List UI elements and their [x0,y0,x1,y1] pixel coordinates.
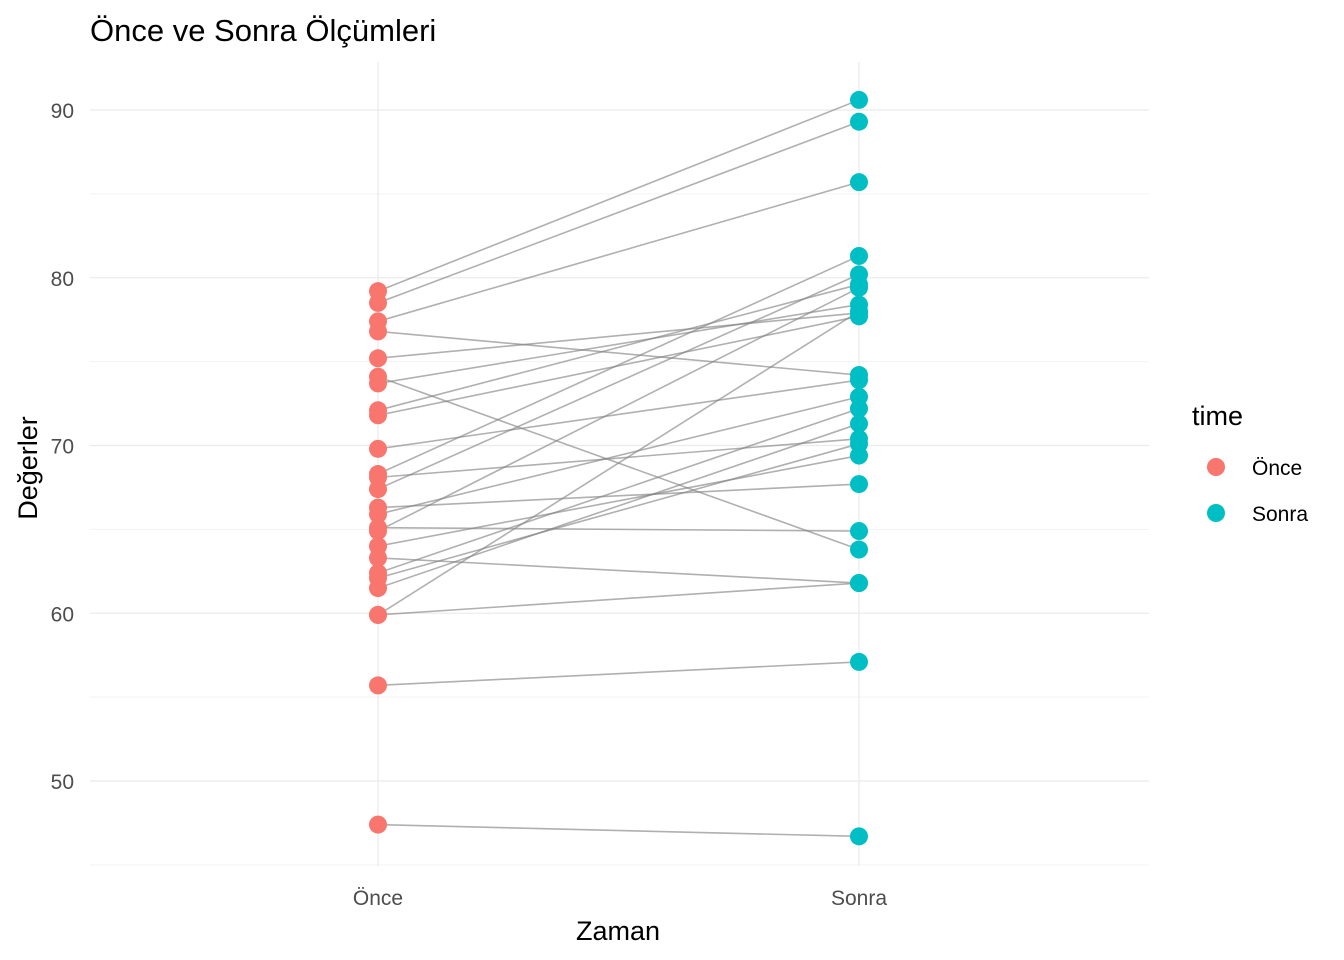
point-sonra [850,246,868,265]
legend-key-sonra [1207,504,1225,522]
point-sonra [850,399,868,418]
point-once [369,579,387,598]
y-tick-label: 70 [51,436,74,459]
point-sonra [850,302,868,321]
chart-title: Önce ve Sonra Ölçümleri [90,13,436,48]
point-once [369,548,387,567]
point-sonra [850,278,868,297]
point-sonra [850,827,868,846]
point-sonra [850,434,868,453]
point-once [369,439,387,458]
x-axis-title: Zaman [576,916,660,946]
x-tick-label: Sonra [831,887,887,910]
point-sonra [850,173,868,192]
point-once [369,480,387,499]
pair-line [377,287,860,532]
pair-line [377,661,860,687]
legend-title: time [1192,401,1243,431]
pair-line [377,823,860,838]
pair-line [377,181,860,323]
y-tick-label: 80 [51,268,74,291]
pair-lines [377,99,860,838]
point-once [369,349,387,368]
point-sonra [850,574,868,593]
point-sonra [850,475,868,494]
y-axis-ticks: 50 60 70 80 90 [51,100,74,794]
y-axis-title: Değerler [13,416,43,520]
data-points [369,90,868,846]
point-once [369,505,387,524]
point-sonra [850,414,868,433]
pair-line [377,310,860,616]
point-sonra [850,265,868,284]
point-once [369,676,387,695]
pair-line [377,273,860,490]
y-tick-label: 50 [51,771,74,794]
legend: time Önce Sonra [1192,401,1308,526]
pair-line [377,99,860,292]
pair-line [377,396,860,516]
x-axis-ticks: Önce Sonra [353,887,887,910]
point-sonra [850,371,868,390]
point-sonra [850,112,868,131]
point-once [369,605,387,624]
point-once [369,815,387,834]
pair-line [377,437,860,479]
pair-line [377,454,860,547]
pair-line [377,407,860,574]
legend-label-once: Önce [1252,457,1302,480]
pair-line [377,582,860,616]
point-once [369,406,387,425]
legend-label-sonra: Sonra [1252,503,1308,526]
point-once [369,322,387,341]
pair-line [377,526,860,532]
point-sonra [850,652,868,671]
point-once [369,293,387,312]
pair-line [377,330,860,376]
pair-line [377,557,860,584]
point-sonra [850,522,868,541]
pair-line [377,483,860,509]
legend-key-once [1207,458,1225,476]
pair-line [377,255,860,475]
point-once [369,374,387,393]
point-once [369,522,387,541]
point-sonra [850,90,868,109]
pair-line [377,422,860,589]
pair-line [377,120,860,304]
pair-line [377,312,860,360]
y-tick-label: 60 [51,603,74,626]
point-sonra [850,540,868,559]
pair-line [377,443,860,579]
grid [90,62,1149,866]
pair-line [377,303,860,385]
x-tick-label: Önce [353,887,403,910]
y-tick-label: 90 [51,100,74,123]
pair-line [377,283,860,412]
